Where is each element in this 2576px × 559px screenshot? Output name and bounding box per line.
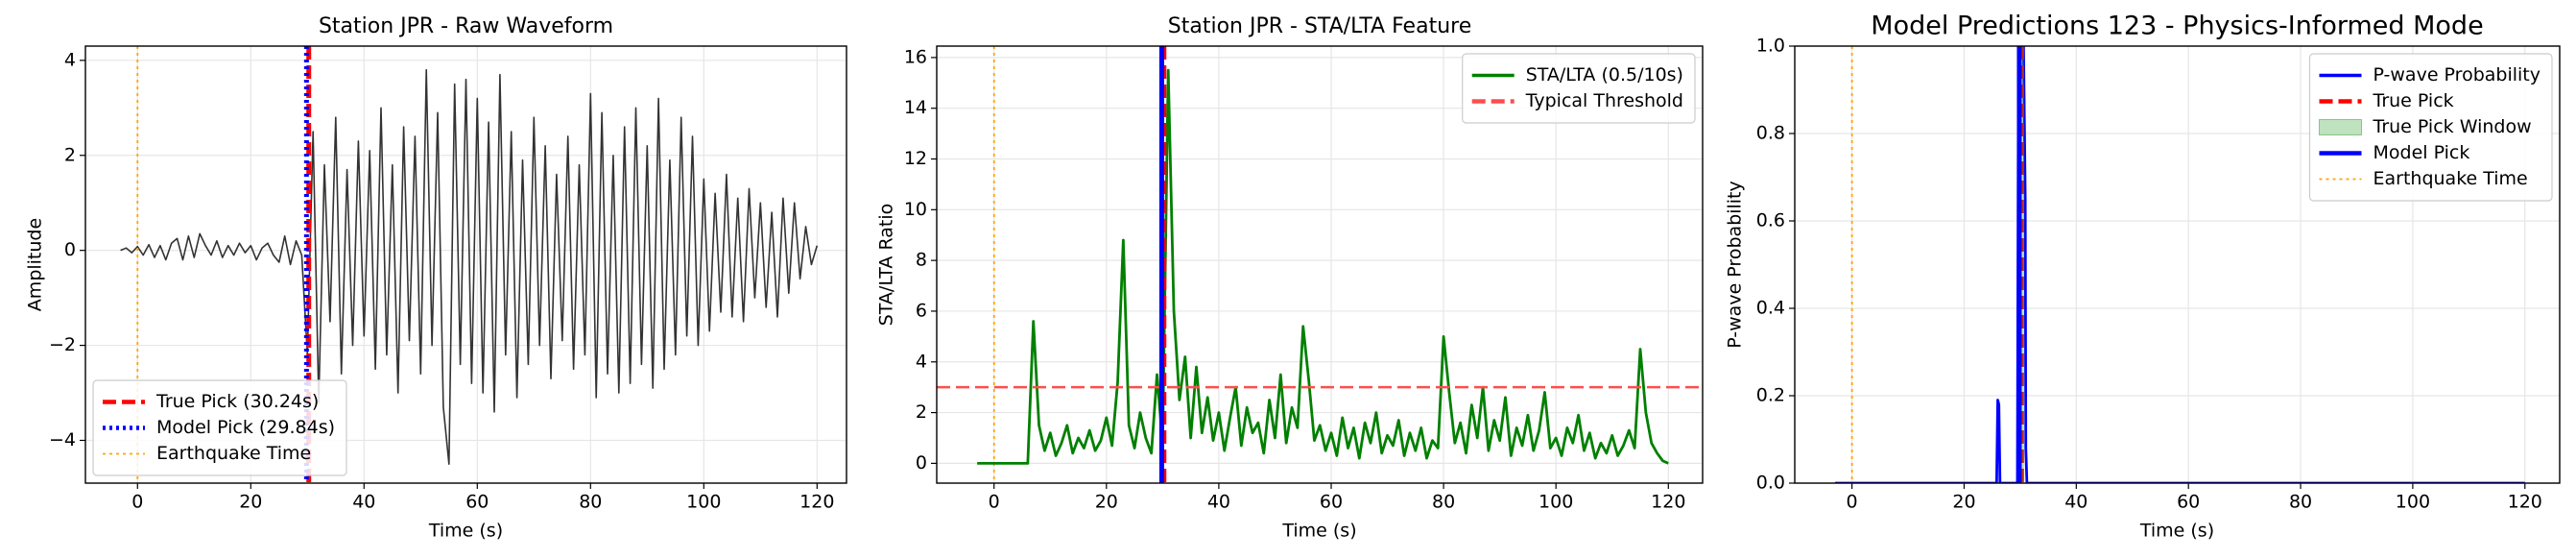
legend-item: STA/LTA (0.5/10s) xyxy=(1471,64,1683,85)
chart-title: Station JPR - Raw Waveform xyxy=(319,14,613,38)
x-tick-label: 20 xyxy=(239,492,262,513)
x-axis-label: Time (s) xyxy=(428,521,503,542)
axes-frame xyxy=(1794,45,2561,484)
legend: STA/LTA (0.5/10s) Typical Threshold xyxy=(1462,53,1696,124)
legend-label: Model Pick (29.84s) xyxy=(156,417,335,438)
x-tick-label: 0 xyxy=(131,492,143,513)
legend-label: STA/LTA (0.5/10s) xyxy=(1526,64,1683,85)
x-tick-label: 40 xyxy=(352,492,375,513)
series-line xyxy=(120,68,819,466)
x-tick-label: 120 xyxy=(1651,492,1685,513)
x-tick-label: 100 xyxy=(2396,492,2430,513)
legend-item: Model Pick (29.84s) xyxy=(103,417,335,438)
y-tick-label: 16 xyxy=(904,46,927,67)
x-axis-label: Time (s) xyxy=(2139,521,2214,542)
y-tick-label: 6 xyxy=(916,300,927,321)
chart-title: Model Predictions 123 - Physics-Informed… xyxy=(1871,12,2483,41)
y-tick-label: −2 xyxy=(49,334,76,355)
subplot: 0 20 40 60 80 100 120 −4 −2 0 2 4 Station JPR - Raw … xyxy=(25,14,847,542)
y-axis-label: Amplitude xyxy=(25,218,46,311)
y-tick-label: 0.6 xyxy=(1756,210,1785,231)
legend-label: True Pick (30.24s) xyxy=(155,391,319,412)
series-line xyxy=(1835,46,2525,483)
legend-item: P-wave Probability xyxy=(2319,64,2541,85)
x-tick-label: 20 xyxy=(1952,492,1975,513)
x-tick-label: 60 xyxy=(2177,492,2200,513)
y-tick-label: 0.8 xyxy=(1756,123,1785,144)
y-tick-label: 8 xyxy=(916,250,927,271)
y-tick-label: 0.4 xyxy=(1756,298,1785,319)
y-tick-label: 10 xyxy=(904,199,927,220)
x-tick-label: 80 xyxy=(579,492,602,513)
legend-label: True Pick Window xyxy=(2373,116,2532,137)
legend-item: True Pick (30.24s) xyxy=(103,391,319,412)
x-tick-label: 40 xyxy=(1207,492,1230,513)
legend-frame xyxy=(92,379,347,476)
legend-label: Typical Threshold xyxy=(1525,90,1683,111)
x-tick-label: 60 xyxy=(465,492,489,513)
y-tick-label: 1.0 xyxy=(1756,36,1785,57)
legend-swatch xyxy=(2319,119,2362,135)
plot-area xyxy=(1835,46,2525,483)
legend-frame xyxy=(2308,53,2553,202)
x-tick-label: 0 xyxy=(989,492,1000,513)
y-axis-label: P-wave Probability xyxy=(1725,181,1746,349)
y-tick-label: 2 xyxy=(64,144,76,165)
x-tick-label: 40 xyxy=(2064,492,2087,513)
x-tick-label: 120 xyxy=(799,492,834,513)
y-tick-label: 0.2 xyxy=(1756,385,1785,406)
series-line xyxy=(977,68,1669,465)
y-tick-label: 12 xyxy=(904,148,927,169)
x-tick-label: 80 xyxy=(2289,492,2312,513)
legend-item: Typical Threshold xyxy=(1471,90,1683,111)
axes-frame xyxy=(84,45,847,484)
y-axis-label: STA/LTA Ratio xyxy=(876,204,897,327)
legend-item: True Pick Window xyxy=(2319,116,2532,137)
plot-area xyxy=(937,46,1703,483)
legend-frame xyxy=(1462,53,1696,124)
y-tick-label: 0 xyxy=(916,452,927,474)
chart-title: Station JPR - STA/LTA Feature xyxy=(1168,14,1471,38)
legend-label: Earthquake Time xyxy=(156,443,311,464)
y-tick-label: 4 xyxy=(64,49,76,70)
legend: True Pick (30.24s) Model Pick (29.84s) Ear… xyxy=(92,379,347,476)
subplot: 0 20 40 60 80 100 120 0 2 4 6 8 10 12 14 16 Station JPR … xyxy=(876,14,1704,542)
x-tick-label: 100 xyxy=(686,492,721,513)
legend-item: True Pick xyxy=(2319,90,2454,111)
x-axis-label: Time (s) xyxy=(1281,521,1356,542)
x-tick-label: 120 xyxy=(2508,492,2542,513)
legend-label: P-wave Probability xyxy=(2373,64,2541,85)
x-tick-label: 60 xyxy=(1320,492,1343,513)
y-tick-label: −4 xyxy=(49,429,76,450)
x-tick-label: 100 xyxy=(1538,492,1573,513)
legend-label: Model Pick xyxy=(2373,142,2470,163)
y-tick-label: 2 xyxy=(916,401,927,423)
subplot: 0 20 40 60 80 100 120 0.0 0.2 0.4 0.6 0.8 1.0 Model P… xyxy=(1725,12,2561,542)
legend-item: Earthquake Time xyxy=(103,443,311,464)
legend-label: True Pick xyxy=(2373,90,2454,111)
axes-frame xyxy=(936,45,1704,484)
y-tick-label: 0.0 xyxy=(1756,473,1785,494)
legend: P-wave Probability True Pick True Pick Win… xyxy=(2308,53,2553,202)
y-tick-label: 4 xyxy=(916,351,927,372)
y-tick-label: 14 xyxy=(904,97,927,118)
x-tick-label: 20 xyxy=(1095,492,1118,513)
x-tick-label: 80 xyxy=(1432,492,1455,513)
legend-item: Earthquake Time xyxy=(2319,168,2528,189)
y-tick-label: 0 xyxy=(64,239,76,260)
x-tick-label: 0 xyxy=(1847,492,1858,513)
legend-label: Earthquake Time xyxy=(2373,168,2528,189)
legend-item: Model Pick xyxy=(2319,142,2470,163)
